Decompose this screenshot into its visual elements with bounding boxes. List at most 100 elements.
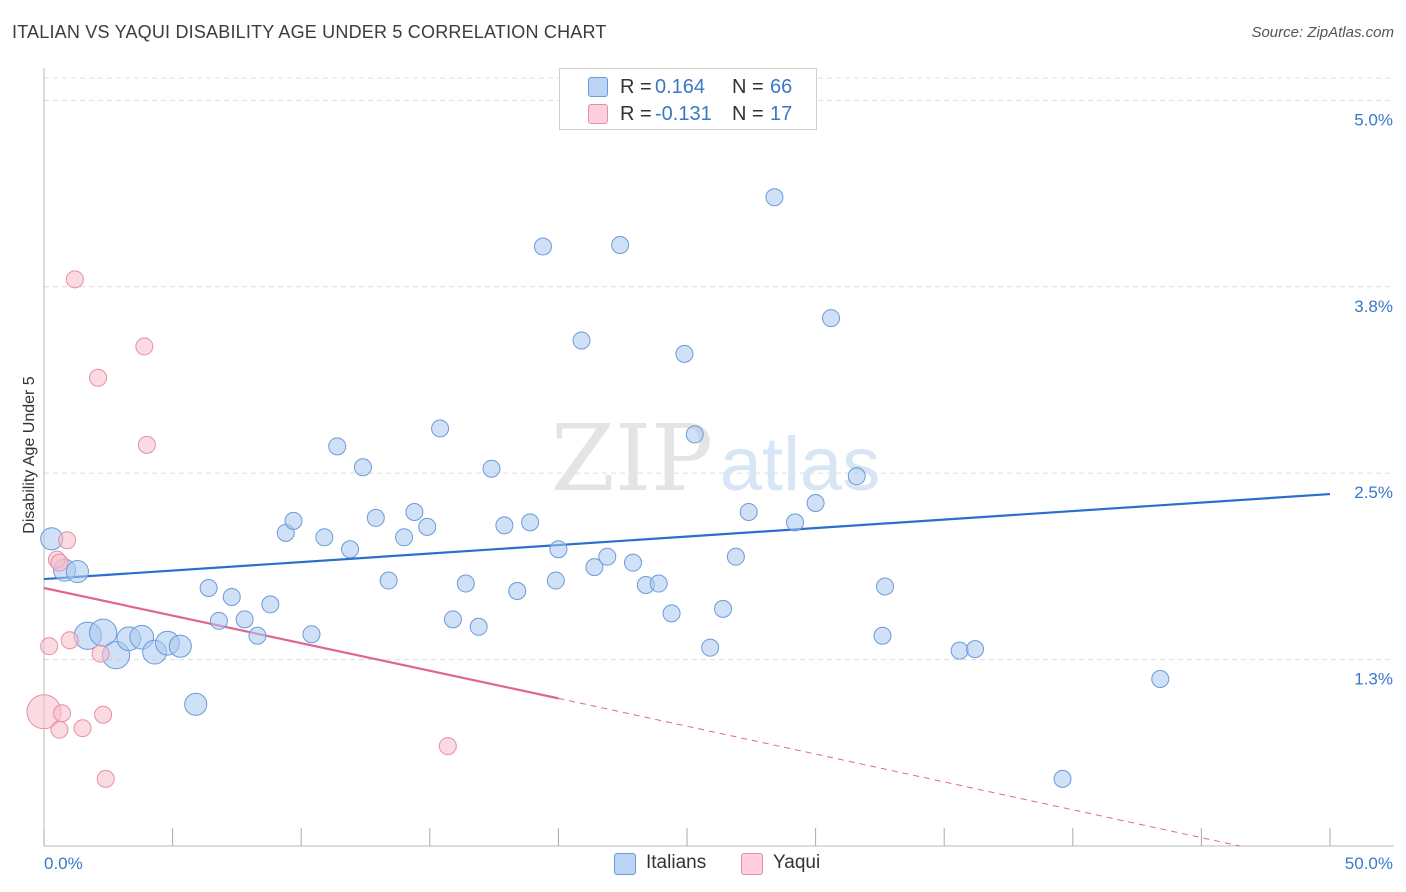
y-axis-label: Disability Age Under 5 — [21, 376, 38, 534]
italians-point — [685, 425, 704, 444]
n-label: N = — [732, 103, 764, 125]
italians-point — [199, 579, 218, 598]
italians-point — [508, 581, 527, 600]
italians-point — [328, 437, 347, 456]
italians-point — [786, 513, 805, 532]
yaqui-point — [60, 631, 79, 650]
italians-point — [456, 574, 475, 593]
italians-point — [765, 188, 784, 207]
watermark-zip: ZIP — [551, 405, 713, 512]
italians-trend-line — [43, 492, 1331, 581]
italians-point — [966, 640, 985, 659]
italians-legend-swatch — [614, 853, 636, 875]
italians-point — [806, 494, 825, 513]
yaqui-trend-line — [43, 586, 559, 700]
n-label: N = — [732, 76, 764, 98]
italians-point — [549, 540, 568, 559]
italians-point — [482, 459, 501, 478]
yaqui-point — [73, 719, 92, 738]
italians-point — [261, 595, 280, 614]
axes: 1.3% 2.5% 3.8% 5.0% 0.0% 50.0% — [43, 68, 1394, 873]
y-tick-label: 2.5% — [1354, 483, 1393, 502]
trend-lines — [43, 492, 1331, 847]
yaqui-point — [53, 704, 72, 723]
yaqui-point — [137, 435, 156, 454]
watermark-atlas: atlas — [720, 422, 881, 507]
data-points — [26, 188, 1170, 788]
italians-point — [353, 458, 372, 477]
italians-point — [876, 577, 895, 596]
r-value: -0.131 — [655, 103, 712, 125]
stats-legend: R = 0.164 N = 66 R = -0.131 N = 17 — [559, 68, 817, 130]
x-tick-label-max: 50.0% — [1345, 854, 1393, 873]
y-tick-label: 5.0% — [1354, 110, 1393, 129]
yaqui-point — [91, 644, 110, 663]
italians-point — [572, 331, 591, 350]
yaqui-point — [438, 737, 457, 756]
italians-point — [418, 517, 437, 536]
source-credit: Source: ZipAtlas.com — [1251, 24, 1394, 41]
yaqui-swatch — [588, 104, 608, 124]
r-value: 0.164 — [655, 76, 706, 98]
yaqui-point — [50, 720, 69, 739]
italians-point — [341, 540, 360, 559]
italians-point — [431, 419, 450, 438]
italians-point — [495, 516, 514, 535]
italians-point — [1151, 669, 1170, 688]
series-legend: Italians Yaqui — [0, 852, 1406, 878]
yaqui-point — [50, 553, 69, 572]
y-tick-label: 3.8% — [1354, 297, 1393, 316]
italians-point — [950, 641, 969, 660]
italians-point — [1053, 769, 1072, 788]
italians-point — [222, 587, 241, 606]
italians-point — [873, 626, 892, 645]
r-label: R = — [620, 76, 652, 98]
italians-point — [623, 553, 642, 572]
italians-point — [209, 611, 228, 630]
italians-point — [662, 604, 681, 623]
yaqui-point — [135, 337, 154, 356]
italians-point — [65, 560, 89, 584]
italians-point — [739, 502, 758, 521]
italians-point — [546, 571, 565, 590]
italians-point — [611, 236, 630, 255]
watermark: ZIP atlas — [551, 405, 880, 512]
yaqui-point — [94, 705, 113, 724]
x-tick-label-min: 0.0% — [44, 854, 83, 873]
italians-point — [168, 634, 192, 658]
italians-point — [366, 508, 385, 527]
yaqui-legend-swatch — [741, 853, 763, 875]
italians-point — [533, 237, 552, 256]
yaqui-point — [89, 368, 108, 387]
stats-legend-row-yaqui: R = -0.131 N = 17 — [560, 101, 816, 127]
italians-point — [649, 574, 668, 593]
italians-point — [443, 610, 462, 629]
italians-point — [847, 467, 866, 486]
italians-point — [822, 309, 841, 328]
n-value: 66 — [770, 76, 793, 98]
yaqui-trend-extension — [558, 697, 1241, 847]
legend-label-italians: Italians — [646, 852, 707, 873]
italians-point — [184, 692, 208, 716]
italians-point — [379, 571, 398, 590]
yaqui-point — [65, 270, 84, 289]
chart-title: ITALIAN VS YAQUI DISABILITY AGE UNDER 5 … — [12, 22, 607, 42]
grid-lines — [44, 77, 1394, 661]
yaqui-point — [40, 637, 59, 656]
y-tick-label: 1.3% — [1354, 670, 1393, 689]
italians-point — [701, 638, 720, 657]
italians-point — [284, 511, 303, 530]
yaqui-point — [58, 531, 77, 550]
stats-legend-row-italians: R = 0.164 N = 66 — [560, 74, 816, 100]
italians-point — [521, 513, 540, 532]
italians-point — [235, 610, 254, 629]
yaqui-point — [96, 769, 115, 788]
r-label: R = — [620, 103, 652, 125]
italians-point — [598, 547, 617, 566]
italians-point — [302, 625, 321, 644]
italians-point — [726, 547, 745, 566]
italians-swatch — [588, 77, 608, 97]
italians-point — [714, 599, 733, 618]
italians-point — [405, 502, 424, 521]
